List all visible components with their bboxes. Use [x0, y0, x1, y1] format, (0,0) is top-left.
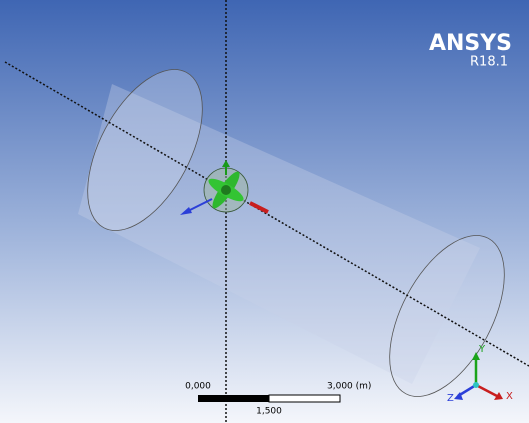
- viewport: ANSYS R18.1 0,000 3,000 (m) 1,500 Y Z X: [0, 0, 529, 423]
- axis-label: X: [506, 391, 513, 402]
- page: ANSYS R18.1 0,000 3,000 (m) 1,500 Y Z X …: [0, 0, 529, 423]
- axis-label: Z: [447, 393, 454, 404]
- scale-label: 1,500: [256, 407, 282, 417]
- shape: [221, 185, 231, 195]
- scale-segment: [269, 395, 340, 402]
- axis-label: Y: [478, 344, 486, 355]
- version: R18.1: [470, 55, 508, 70]
- shape: [473, 382, 479, 388]
- scale-label: 3,000 (m): [327, 382, 371, 392]
- brand: ANSYS: [429, 31, 512, 56]
- scale-segment: [198, 395, 269, 402]
- scale-label: 0,000: [185, 382, 211, 392]
